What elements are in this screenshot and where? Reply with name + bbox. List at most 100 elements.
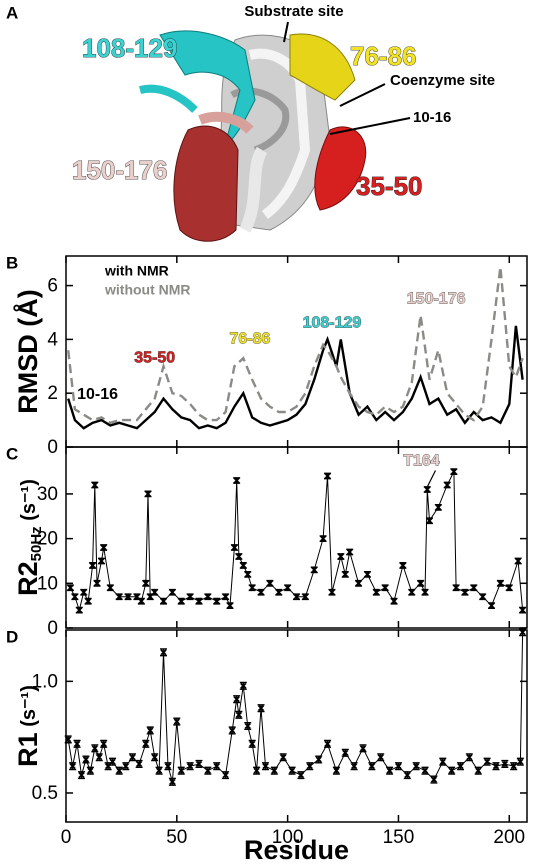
annotation: 76-86 [229,331,270,348]
data-point [76,606,83,614]
data-point [333,767,340,774]
data-point [479,593,486,600]
data-point [510,763,517,770]
data-point [160,598,167,605]
data-point [426,517,433,524]
data-point [395,763,402,770]
y-axis-title: R250Hz (s⁻¹) [13,479,45,596]
data-point [138,598,145,605]
data-point [186,763,194,770]
data-point [231,544,238,551]
region-label: 108-129 [82,33,177,63]
data-point [151,589,158,596]
data-point [439,758,446,765]
data-point [262,763,269,770]
arrow [339,83,386,107]
data-point [253,767,260,774]
y-tick-label: 1.0 [32,671,58,692]
data-point [448,767,455,774]
data-point [78,771,85,779]
data-point [164,763,172,770]
data-point [178,767,185,774]
data-point [91,745,98,752]
data-point [213,598,220,605]
x-tick-label: 100 [272,827,304,848]
data-point [399,562,407,569]
data-point [364,571,371,578]
data-point [226,602,234,609]
data-point [280,754,287,761]
y-tick-label: 4 [47,329,58,350]
data-point [107,584,114,591]
data-point [93,580,101,587]
data-point [342,749,349,756]
data-point [417,580,424,587]
plot-frame [65,446,528,629]
data-point [466,754,473,761]
data-point [514,557,522,565]
data-point [235,553,243,560]
data-point [342,571,349,578]
x-tick-label: 150 [383,827,415,848]
data-point [457,763,464,770]
annotation: 108-129 [303,314,362,331]
data-point [91,481,98,489]
data-point [424,486,431,493]
data-point [151,754,158,761]
data-point [80,589,87,596]
annotation: 35-50 [134,349,175,366]
annotation: 10-16 [77,386,118,403]
data-point [124,593,132,600]
y-axis-title: R1 (s⁻¹) [13,685,43,767]
data-point [368,763,375,770]
data-point [377,754,384,761]
data-point [519,606,526,614]
data-point [302,593,309,600]
data-point [266,580,274,587]
region-label: 10-16 [413,109,451,126]
series-line [67,325,524,430]
data-point [293,593,300,600]
x-tick-label: 0 [61,827,72,848]
data-point [288,767,296,774]
region-label: 76-86 [350,41,417,71]
data-point [155,767,163,774]
data-point [233,477,240,484]
data-point [186,593,194,600]
series-line [69,471,524,612]
data-point [306,763,313,770]
x-tick-label: 50 [166,827,187,848]
data-point [204,593,211,600]
series-line [67,266,524,425]
data-point [244,571,251,578]
x-tick-label: 200 [493,827,525,848]
data-point [319,535,327,542]
data-point [169,589,176,596]
data-point [435,504,442,511]
data-point [67,584,74,591]
data-point [122,763,129,770]
data-point [249,740,256,747]
data-point [297,771,305,779]
data-point [350,763,358,770]
data-point [144,490,152,498]
data-point [65,736,72,743]
data-point [249,584,256,591]
data-point [470,584,477,591]
data-point [382,584,389,591]
data-point [275,589,282,596]
data-point [71,593,79,600]
data-point [169,778,176,785]
y-axis-title-main: R1 [13,732,43,767]
data-point [244,722,251,730]
data-point [324,472,331,480]
data-point [109,758,116,765]
data-point [501,760,508,768]
data-point [82,756,90,763]
data-point [116,593,123,600]
panel-letter: A [6,3,18,22]
data-point [142,580,149,587]
region-label: 150-176 [72,155,167,185]
data-point [483,758,491,765]
data-point [284,584,291,591]
